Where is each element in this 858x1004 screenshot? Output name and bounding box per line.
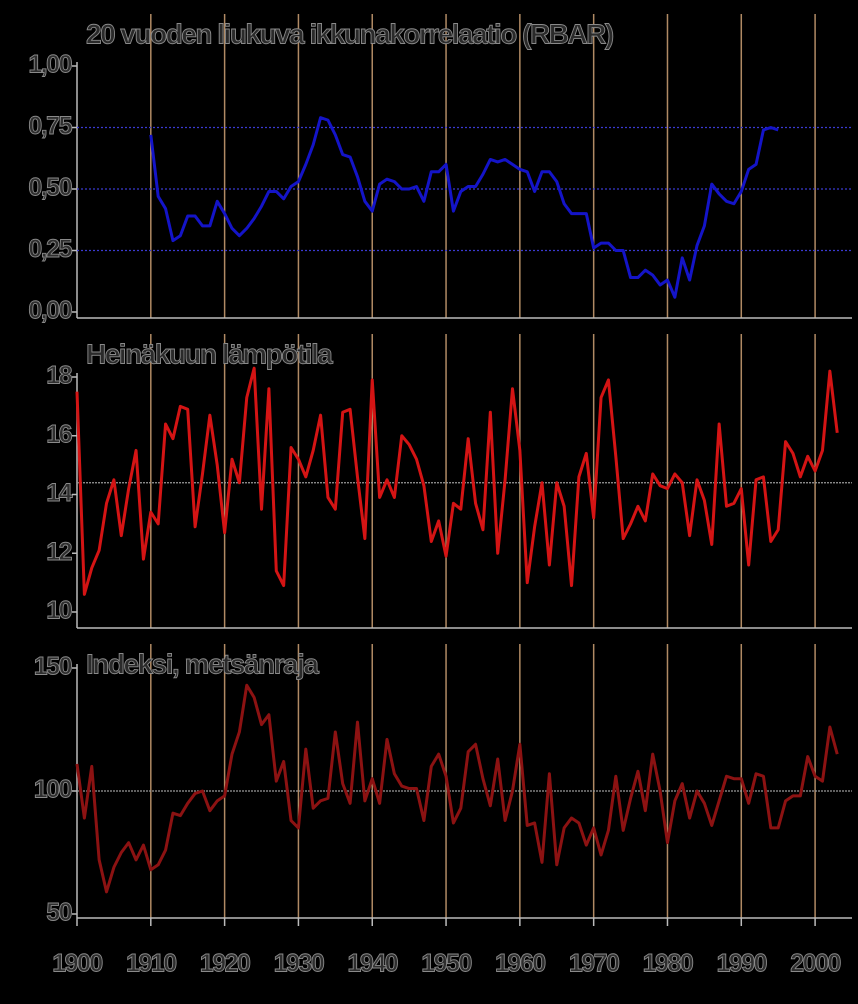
data-line	[75, 683, 839, 894]
y-tick-label: 10	[46, 597, 71, 625]
x-tick-label: 1910	[126, 950, 176, 978]
y-tick-label: 0,00	[28, 297, 71, 325]
x-tick-label: 2000	[790, 950, 840, 978]
x-tick-label: 1930	[274, 950, 324, 978]
y-tick-label: 0,25	[28, 235, 72, 263]
y-tick-label: 0,50	[28, 174, 71, 202]
y-tick-label: 150	[34, 653, 72, 681]
y-tick-label: 100	[34, 776, 72, 804]
y-tick-label: 0,75	[28, 112, 72, 140]
x-tick-label: 1920	[200, 950, 250, 978]
y-tick-label: 1,00	[28, 51, 71, 79]
data-line	[149, 116, 779, 299]
chart-title: Indeksi, metsänraja	[86, 648, 319, 679]
x-tick-label: 1950	[421, 950, 471, 978]
chart-title: 20 vuoden liukuva ikkunakorrelaatio (RBA…	[86, 18, 613, 49]
y-tick-label: 18	[46, 362, 72, 390]
y-tick-label: 50	[46, 899, 71, 927]
chart-title: Heinäkuun lämpötila	[86, 338, 333, 369]
x-tick-label: 1960	[495, 950, 545, 978]
x-tick-label: 1970	[569, 950, 619, 978]
y-tick-label: 16	[46, 420, 71, 448]
x-tick-label: 1900	[52, 950, 102, 978]
y-tick-label: 12	[46, 538, 71, 566]
y-tick-label: 14	[46, 479, 72, 507]
x-tick-label: 1980	[643, 950, 693, 978]
x-tick-label: 1990	[716, 950, 766, 978]
x-tick-label: 1940	[347, 950, 397, 978]
data-line	[75, 366, 839, 596]
